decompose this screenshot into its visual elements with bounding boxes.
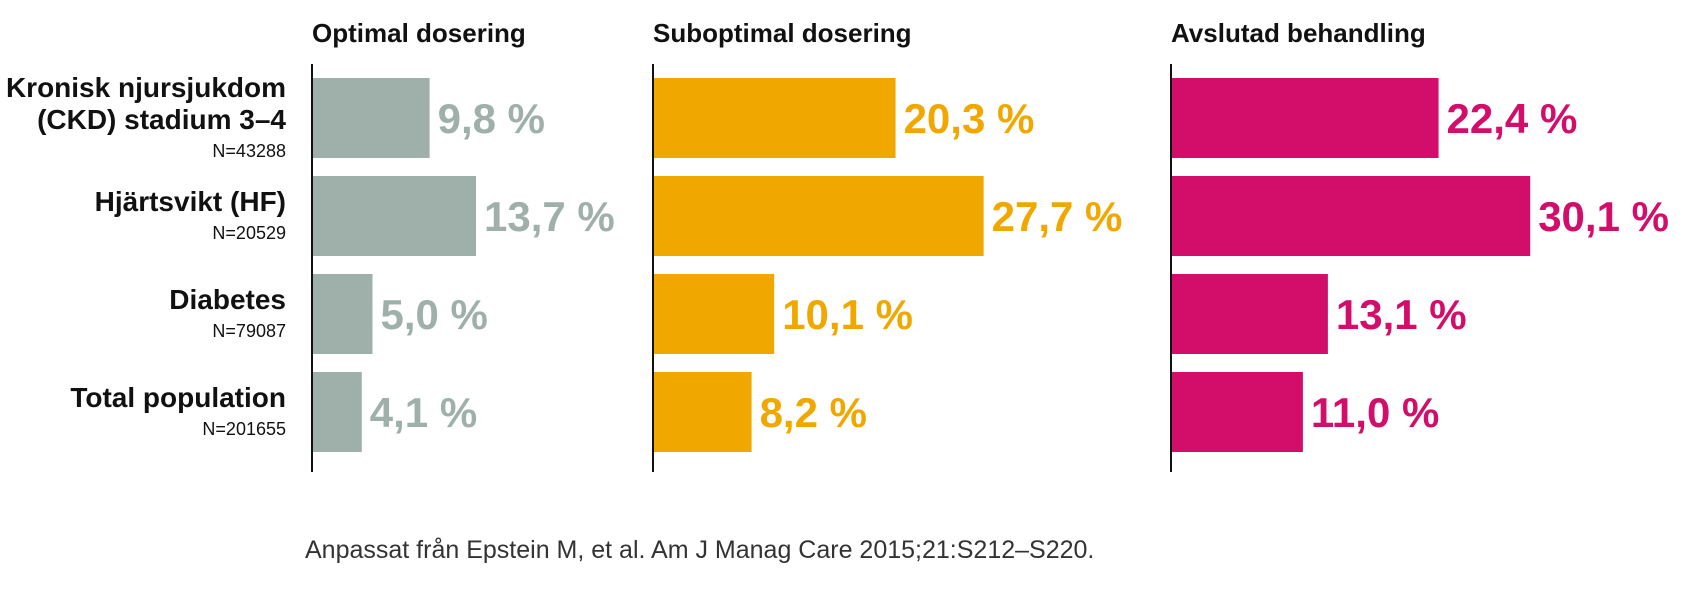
bar (1172, 274, 1328, 354)
bar (313, 274, 373, 354)
bar-value-label: 22,4 % (1447, 95, 1578, 142)
bar (654, 372, 752, 452)
row-n-label: N=43288 (212, 141, 286, 161)
bar-value-label: 20,3 % (904, 95, 1035, 142)
panel-title: Avslutad behandling (1171, 18, 1426, 48)
bar-value-label: 5,0 % (381, 291, 488, 338)
row-label: Kronisk njursjukdom (6, 72, 286, 103)
bar-value-label: 30,1 % (1538, 193, 1669, 240)
bar-value-label: 10,1 % (782, 291, 913, 338)
source-citation: Anpassat från Epstein M, et al. Am J Man… (305, 536, 1095, 564)
row-label: Hjärtsvikt (HF) (95, 186, 286, 217)
row-n-label: N=79087 (212, 321, 286, 341)
bar (313, 176, 477, 256)
panel-title: Suboptimal dosering (653, 18, 912, 48)
row-label: Total population (70, 382, 286, 413)
bar-value-label: 9,8 % (438, 95, 545, 142)
bar-value-label: 11,0 % (1311, 389, 1439, 436)
bar-value-label: 13,7 % (484, 193, 615, 240)
bar (654, 78, 896, 158)
bar-value-label: 13,1 % (1336, 291, 1467, 338)
bar (1172, 176, 1531, 256)
bar (1172, 78, 1439, 158)
bar (313, 78, 430, 158)
bar-value-label: 4,1 % (370, 389, 477, 436)
bar-value-label: 27,7 % (992, 193, 1123, 240)
row-n-label: N=201655 (202, 419, 286, 439)
row-n-label: N=20529 (212, 223, 286, 243)
row-label: Diabetes (169, 284, 286, 315)
bar (654, 274, 775, 354)
bar (313, 372, 362, 452)
bar (1172, 372, 1303, 452)
bar-value-label: 8,2 % (760, 389, 867, 436)
bar (654, 176, 984, 256)
panel-title: Optimal dosering (312, 18, 526, 48)
row-label: (CKD) stadium 3–4 (37, 104, 286, 135)
